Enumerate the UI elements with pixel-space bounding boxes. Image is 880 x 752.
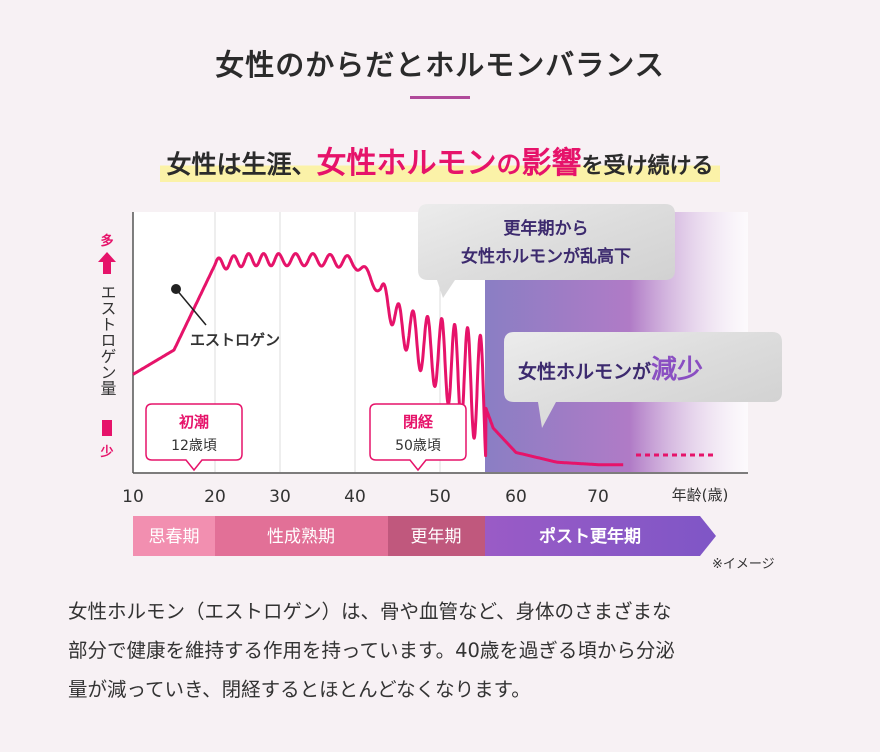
life-stage-bar: 思春期 性成熟期 更年期 ポスト更年期: [133, 516, 716, 556]
stage-label-post: ポスト更年期: [539, 526, 641, 547]
x-tick-label: 40: [344, 487, 366, 507]
subtitle-emphasis-2: 影響: [521, 146, 582, 181]
menarche-title: 初潮: [179, 413, 209, 431]
y-axis-label: エストロゲン量: [98, 284, 117, 396]
description-line-3: 量が減っていき、閉経するとほとんどなくなります。: [68, 678, 531, 701]
stage-label-puberty: 思春期: [149, 527, 200, 547]
menopause-callout: 閉経 50歳頃: [369, 403, 467, 472]
menarche-age: 12歳頃: [171, 438, 217, 454]
menarche-callout: 初潮 12歳頃: [145, 403, 243, 472]
bubble2-text: 女性ホルモンが減少: [518, 355, 703, 385]
x-tick-label: 50: [429, 487, 451, 507]
menopause-title: 閉経: [403, 413, 434, 431]
y-low-label: 少: [99, 444, 113, 460]
estrogen-curve: [131, 252, 625, 467]
chart-title: 女性は生涯、女性ホルモンの影響を受け続ける: [0, 138, 880, 182]
stage-menopause: [388, 516, 485, 556]
stage-maturity: [215, 516, 388, 556]
x-tick-label: 60: [505, 487, 527, 507]
x-axis-label: 年齢(歳): [672, 486, 729, 504]
subtitle-pre: 女性は生涯、: [166, 150, 317, 179]
fluctuation-bubble: 更年期から 女性ホルモンが乱高下: [418, 204, 675, 298]
low-marker-icon: [102, 420, 112, 436]
title-divider: [410, 96, 470, 99]
subtitle-no: の: [496, 150, 522, 179]
description-line-2: 部分で健康を維持する作用を持っています。40歳を過ぎる頃から分泌: [68, 639, 675, 662]
estrogen-pointer-line: [175, 288, 207, 326]
estrogen-label: エストロゲン: [190, 331, 280, 349]
stage-puberty: [133, 516, 215, 556]
stage-label-maturity: 性成熟期: [267, 526, 335, 547]
x-ticks: 10 20 30 40 50 60 70: [122, 487, 609, 507]
y-high-label: 多: [100, 233, 113, 249]
subtitle-post: を受け続ける: [581, 153, 714, 179]
bubble1-line2: 女性ホルモンが乱高下: [461, 246, 631, 267]
x-tick-label: 10: [122, 487, 144, 507]
page-title: 女性のからだとホルモンバランス: [215, 48, 665, 82]
image-note: ※イメージ: [712, 557, 775, 572]
decrease-bubble: 女性ホルモンが減少: [504, 332, 782, 428]
subtitle-emphasis: 女性ホルモン: [316, 146, 497, 181]
x-tick-label: 30: [269, 487, 291, 507]
x-tick-label: 70: [587, 487, 609, 507]
menopause-age: 50歳頃: [395, 438, 441, 454]
bubble1-line1: 更年期から: [504, 218, 589, 239]
description-line-1: 女性ホルモン（エストロゲン）は、骨や血管など、身体のさまざまな: [68, 600, 672, 623]
stage-label-menopause: 更年期: [411, 527, 462, 547]
stage-post-menopause: [485, 516, 716, 556]
description: 女性ホルモン（エストロゲン）は、骨や血管など、身体のさまざまな 部分で健康を維持…: [68, 592, 828, 709]
x-tick-label: 20: [204, 487, 226, 507]
up-arrow-icon: [98, 252, 116, 274]
